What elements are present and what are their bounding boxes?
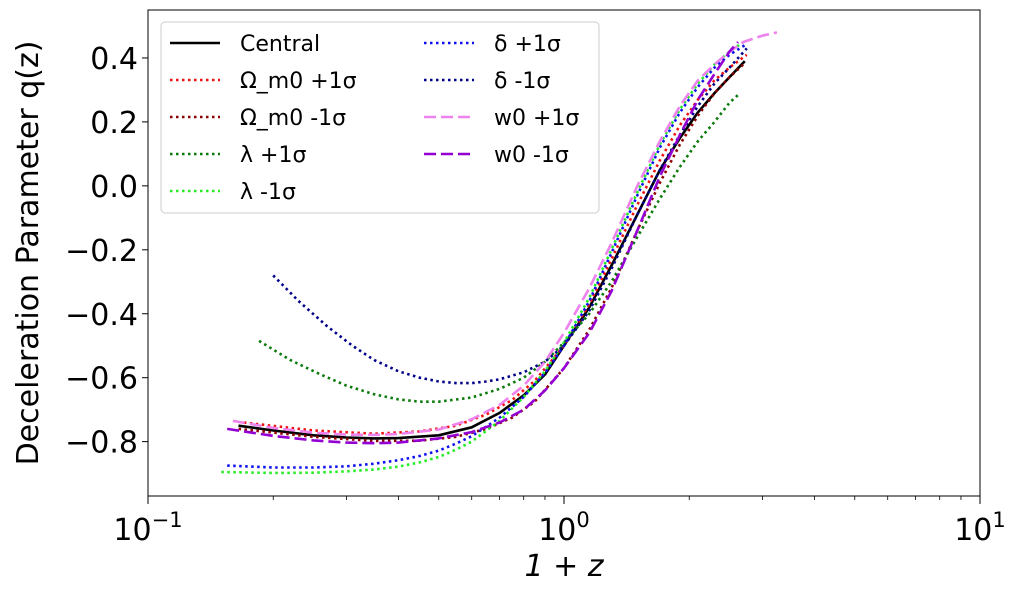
series-line-7 <box>232 31 778 437</box>
legend: Central Ω_m0 +1σ Ω_m0 -1σ λ +1σ λ -1σ δ +1σ δ … <box>160 21 600 214</box>
legend-label-8: w0 -1σ <box>494 143 569 168</box>
x-tick-label: 10−1 <box>113 508 182 548</box>
series-line-5 <box>227 44 746 469</box>
x-axis-label: 1 + z <box>524 549 604 584</box>
y-tick-label: −0.4 <box>65 298 138 333</box>
legend-label-1: Ω_m0 +1σ <box>240 69 357 94</box>
legend-label-0: Central <box>240 32 320 57</box>
series-line-3 <box>258 92 741 404</box>
series-layer <box>221 31 778 475</box>
y-tick-label: −0.6 <box>65 362 138 397</box>
series-line-6 <box>272 47 748 385</box>
y-tick-label: 0.2 <box>90 106 138 141</box>
legend-label-3: λ +1σ <box>240 143 306 168</box>
x-tick-label: 100 <box>538 508 590 548</box>
legend-entries: Central Ω_m0 +1σ Ω_m0 -1σ λ +1σ λ -1σ δ +1σ δ … <box>170 32 579 205</box>
y-tick-label: 0.4 <box>90 42 138 77</box>
series-line-8 <box>227 41 739 445</box>
legend-label-4: λ -1σ <box>240 180 296 205</box>
ticks-layer: 0.4 0.2 0.0 −0.2 −0.4 −0.6 −0.8 10−1 100 101 <box>65 42 1006 548</box>
y-tick-label: −0.2 <box>65 234 138 269</box>
y-axis-label: Deceleration Parameter q(z) <box>11 41 46 466</box>
series-line-0 <box>238 60 746 440</box>
legend-frame <box>160 21 600 214</box>
legend-label-5: δ +1σ <box>494 32 561 57</box>
x-tick-label: 101 <box>954 508 1006 548</box>
y-tick-label: 0.0 <box>90 170 138 205</box>
legend-label-2: Ω_m0 -1σ <box>240 106 346 131</box>
y-tick-label: −0.8 <box>65 426 138 461</box>
legend-label-6: δ -1σ <box>494 69 550 94</box>
legend-label-7: w0 +1σ <box>494 106 579 131</box>
